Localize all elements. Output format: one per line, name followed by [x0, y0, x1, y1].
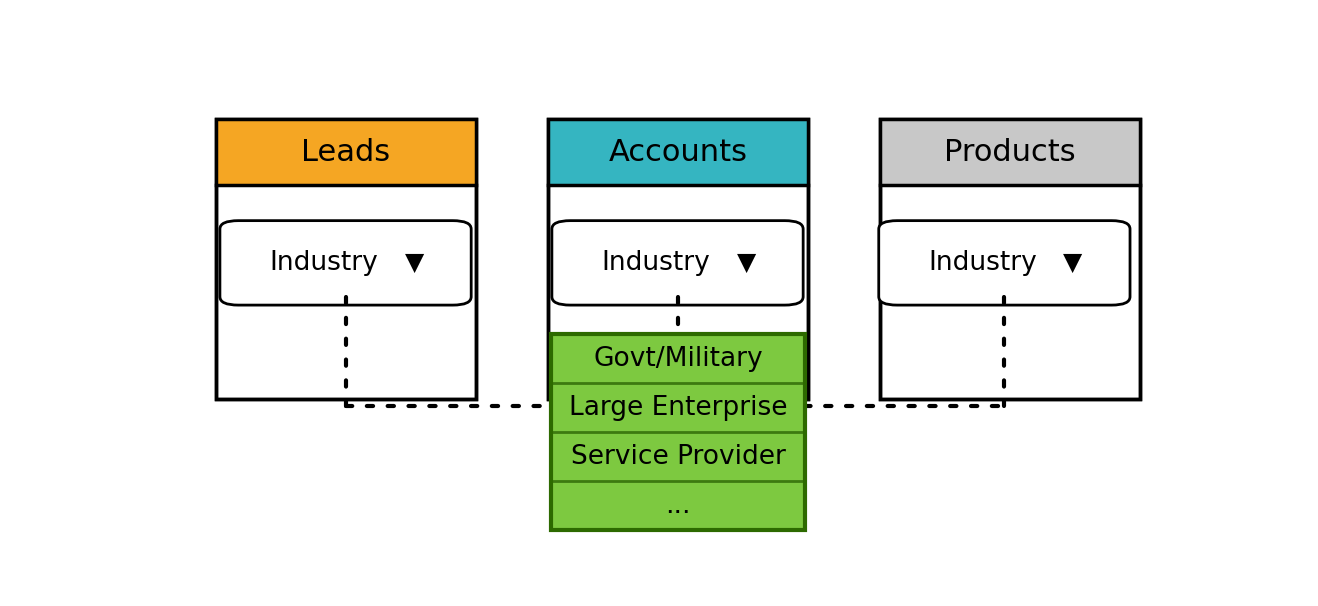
Bar: [216, 119, 476, 399]
Bar: [551, 432, 805, 481]
Text: Industry: Industry: [270, 250, 378, 276]
Text: Industry: Industry: [602, 250, 710, 276]
Bar: [216, 119, 476, 399]
Text: ▼: ▼: [1064, 251, 1082, 275]
Text: ...: ...: [666, 493, 691, 519]
Bar: [548, 119, 808, 399]
Text: Industry: Industry: [929, 250, 1037, 276]
Text: Accounts: Accounts: [609, 138, 747, 167]
Text: Leads: Leads: [302, 138, 390, 167]
FancyBboxPatch shape: [220, 221, 472, 305]
Bar: [551, 334, 805, 383]
Bar: [551, 334, 805, 530]
Text: Govt/Military: Govt/Military: [593, 345, 763, 371]
Text: ▼: ▼: [405, 251, 424, 275]
Text: Service Provider: Service Provider: [571, 444, 786, 470]
FancyBboxPatch shape: [552, 221, 803, 305]
FancyBboxPatch shape: [879, 221, 1130, 305]
Text: Large Enterprise: Large Enterprise: [569, 395, 787, 421]
Bar: [548, 119, 808, 399]
Bar: [548, 119, 808, 185]
Bar: [880, 119, 1140, 185]
Bar: [880, 119, 1140, 399]
Text: Products: Products: [944, 138, 1075, 167]
Bar: [551, 383, 805, 432]
Bar: [880, 119, 1140, 399]
Bar: [216, 119, 476, 185]
Text: ▼: ▼: [737, 251, 755, 275]
Bar: [551, 481, 805, 530]
